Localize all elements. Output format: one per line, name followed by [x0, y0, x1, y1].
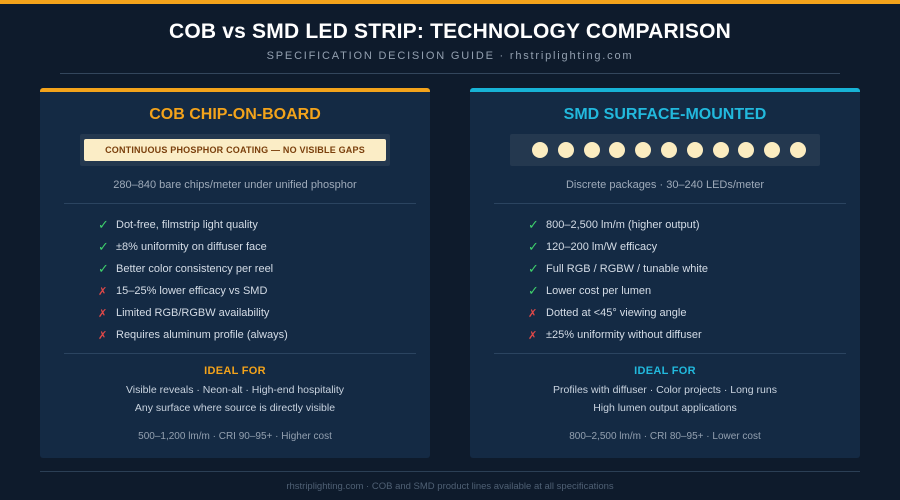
check-icon: ✓ [98, 239, 109, 254]
cob-feature-item: ✓ ±8% uniformity on diffuser face [98, 236, 398, 258]
cob-strip-illustration: CONTINUOUS PHOSPHOR COATING — NO VISIBLE… [80, 134, 390, 166]
smd-feature-item: ✓ Full RGB / RGBW / tunable white [528, 258, 828, 280]
check-icon: ✓ [528, 239, 539, 254]
footer-divider [40, 471, 860, 472]
smd-feature-item: ✗ Dotted at <45° viewing angle [528, 302, 828, 324]
cob-feature-list: ✓ Dot-free, filmstrip light quality ✓ ±8% … [98, 214, 398, 346]
smd-accent-bar [470, 88, 860, 92]
smd-led-dot [635, 142, 652, 158]
smd-feature-text: 120–200 lm/W efficacy [546, 241, 658, 253]
header-divider [60, 73, 840, 74]
cob-feature-item: ✓ Better color consistency per reel [98, 258, 398, 280]
cob-accent-bar [40, 88, 430, 92]
check-icon: ✓ [98, 261, 109, 276]
smd-strip-illustration [510, 134, 820, 166]
smd-feature-item: ✗ ±25% uniformity without diffuser [528, 324, 828, 346]
smd-led-dot [661, 142, 677, 158]
smd-feature-list: ✓ 800–2,500 lm/m (higher output) ✓ 120–200… [528, 214, 828, 346]
smd-feature-text: Dotted at <45° viewing angle [546, 307, 687, 319]
cob-feature-text: Requires aluminum profile (always) [116, 329, 288, 341]
smd-feature-text: Full RGB / RGBW / tunable white [546, 263, 708, 275]
cob-feature-item: ✗ 15–25% lower efficacy vs SMD [98, 280, 398, 302]
smd-caption: Discrete packages · 30–240 LEDs/meter [565, 179, 765, 191]
cross-icon: ✗ [98, 285, 108, 298]
cob-panel: COB CHIP-ON-BOARD CONTINUOUS PHOSPHOR CO… [40, 88, 430, 458]
check-icon: ✓ [528, 261, 539, 276]
cob-divider-top [64, 203, 416, 204]
footer-text: rhstriplighting.com · COB and SMD produc… [286, 481, 614, 492]
check-icon: ✓ [528, 217, 539, 232]
smd-panel-title: SMD SURFACE-MOUNTED [563, 106, 767, 123]
cob-ideal-line-1: Visible reveals · Neon-alt · High-end ho… [125, 384, 345, 396]
smd-feature-text: Lower cost per lumen [546, 285, 652, 297]
cross-icon: ✗ [528, 307, 538, 320]
smd-led-dot [738, 142, 755, 158]
check-icon: ✓ [528, 283, 539, 298]
cob-ideal-title: IDEAL FOR [204, 365, 266, 377]
cob-feature-text: Limited RGB/RGBW availability [116, 307, 270, 319]
smd-led-dot [764, 142, 781, 158]
smd-feature-item: ✓ 800–2,500 lm/m (higher output) [528, 214, 828, 236]
smd-divider-bottom [494, 353, 846, 354]
cob-feature-item: ✓ Dot-free, filmstrip light quality [98, 214, 398, 236]
smd-led-dot [583, 142, 600, 158]
cob-specs: 500–1,200 lm/m · CRI 90–95+ · Higher cos… [138, 431, 332, 442]
cob-feature-text: Better color consistency per reel [116, 263, 274, 275]
cob-panel-title: COB CHIP-ON-BOARD [149, 106, 321, 123]
cross-icon: ✗ [528, 329, 538, 342]
page-title: COB vs SMD LED STRIP: TECHNOLOGY COMPARI… [168, 20, 732, 43]
cob-feature-text: ±8% uniformity on diffuser face [116, 241, 267, 253]
cob-ideal-line-2: Any surface where source is directly vis… [134, 402, 336, 414]
cob-feature-item: ✗ Limited RGB/RGBW availability [98, 302, 398, 324]
smd-panel: SMD SURFACE-MOUNTED Discrete packages · … [470, 88, 860, 458]
cob-feature-item: ✗ Requires aluminum profile (always) [98, 324, 398, 346]
cob-caption: 280–840 bare chips/meter under unified p… [113, 179, 357, 191]
smd-led-dot [557, 142, 574, 158]
cross-icon: ✗ [98, 329, 108, 342]
smd-ideal-line-2: High lumen output applications [593, 402, 737, 414]
cob-feature-text: Dot-free, filmstrip light quality [116, 219, 258, 231]
smd-feature-text: ±25% uniformity without diffuser [546, 329, 702, 341]
smd-led-dot [686, 142, 703, 158]
smd-feature-item: ✓ Lower cost per lumen [528, 280, 828, 302]
cob-phosphor-label: CONTINUOUS PHOSPHOR COATING — NO VISIBLE… [84, 139, 386, 161]
smd-ideal-line-1: Profiles with diffuser · Color projects … [553, 384, 777, 396]
smd-ideal-title: IDEAL FOR [634, 365, 696, 377]
smd-led-dot [712, 142, 729, 158]
smd-feature-item: ✓ 120–200 lm/W efficacy [528, 236, 828, 258]
smd-led-dot [532, 142, 548, 158]
smd-led-dot [609, 142, 626, 158]
smd-led-dot [790, 142, 806, 158]
cross-icon: ✗ [98, 307, 108, 320]
smd-specs: 800–2,500 lm/m · CRI 80–95+ · Lower cost [569, 431, 761, 442]
cob-feature-text: 15–25% lower efficacy vs SMD [116, 285, 268, 297]
top-accent-bar [0, 0, 900, 4]
check-icon: ✓ [98, 217, 109, 232]
page-subtitle: SPECIFICATION DECISION GUIDE · rhstripli… [266, 50, 634, 62]
cob-divider-bottom [64, 353, 416, 354]
smd-divider-top [494, 203, 846, 204]
smd-feature-text: 800–2,500 lm/m (higher output) [546, 219, 700, 231]
